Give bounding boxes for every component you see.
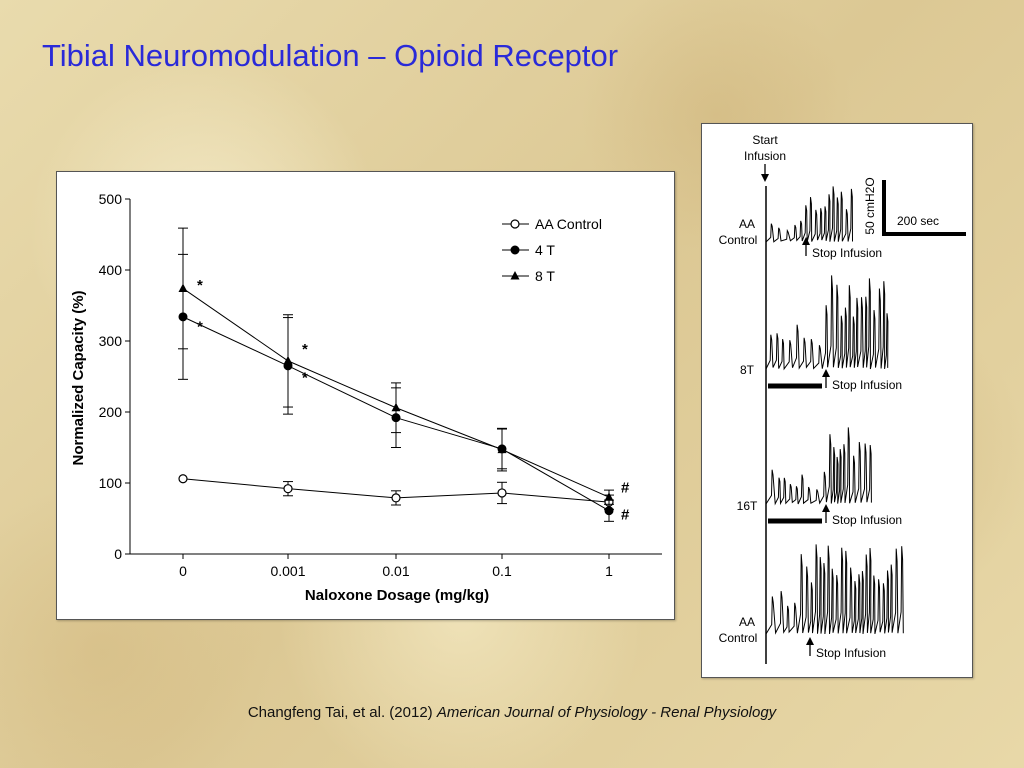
y-tick-label: 500 (99, 191, 123, 207)
chart-series (178, 227, 614, 522)
stop-infusion-label: Stop Infusion (832, 513, 902, 527)
stop-infusion-label: Stop Infusion (816, 646, 886, 660)
stop-infusion-label: Stop Infusion (832, 378, 902, 392)
significance-marker: # (621, 507, 630, 524)
significance-marker: # (621, 480, 630, 497)
trace-row: 8T Stop Infusion (740, 275, 902, 392)
citation-authors: Changfeng Tai, et al. (2012) (247, 704, 433, 721)
y-axis-label: Normalized Capacity (%) (70, 290, 87, 465)
y-tick-label: 100 (99, 475, 123, 491)
x-tick-label: 0.01 (382, 563, 409, 579)
data-point (604, 506, 614, 516)
x-axis-label: Naloxone Dosage (mg/kg) (305, 587, 489, 604)
trace-row-label: AA (739, 217, 755, 231)
legend-label: 4 T (535, 242, 555, 258)
data-point (391, 402, 401, 412)
scale-bar (882, 180, 966, 236)
start-infusion-label-2: Infusion (744, 149, 786, 163)
y-tick-label: 400 (99, 262, 123, 278)
y-tick-label: 200 (99, 404, 123, 420)
data-point (510, 219, 520, 229)
citation: Changfeng Tai, et al. (2012) American Jo… (0, 704, 1024, 721)
slide-title: Tibial Neuromodulation – Opioid Receptor (42, 38, 619, 73)
pressure-trace (765, 427, 872, 506)
line-chart: 0 100 200 300 400 500 0 0.001 0.01 0.1 1 * * * * # # AA… (70, 191, 662, 604)
chart-annotations: * * * * # # (197, 277, 630, 523)
pressure-trace (765, 275, 889, 371)
cystometrogram-panel: Start Infusion 50 cmH2O 200 sec AA Contro… (701, 123, 973, 678)
y-tick-label: 0 (114, 546, 122, 562)
scale-x-label: 200 sec (897, 214, 939, 228)
scale-y-label: 50 cmH2O (863, 177, 877, 234)
data-point (178, 474, 188, 484)
trace-row-label: 8T (740, 363, 755, 377)
data-point (604, 492, 614, 501)
trace-row-label: AA (739, 615, 755, 629)
start-infusion-label: Start (752, 133, 778, 147)
stop-infusion-arrowhead (822, 504, 830, 512)
data-point (178, 283, 188, 292)
data-point (497, 488, 507, 498)
legend-label: AA Control (535, 216, 602, 232)
trace-row-label-2: Control (719, 631, 758, 645)
stop-infusion-arrowhead (802, 237, 810, 245)
data-point (391, 493, 401, 503)
x-tick-label: 1 (605, 563, 613, 579)
trace-row-label: 16T (737, 499, 758, 513)
legend-label: 8 T (535, 268, 555, 284)
citation-journal: American Journal of Physiology - Renal P… (436, 704, 777, 721)
start-infusion-arrow (761, 164, 769, 182)
data-point (283, 355, 293, 365)
chart-legend: AA Control 4 T 8 T (502, 216, 602, 284)
y-tick-label: 300 (99, 333, 123, 349)
chart-panel: 0 100 200 300 400 500 0 0.001 0.01 0.1 1 * * * * # # AA… (56, 171, 675, 620)
data-point (497, 444, 507, 454)
trace-row: 16T Stop Infusion (737, 427, 902, 527)
significance-marker: * (197, 318, 203, 335)
data-point (510, 245, 520, 255)
x-tick-label: 0 (179, 563, 187, 579)
stop-infusion-label: Stop Infusion (812, 246, 882, 260)
pressure-trace (765, 186, 853, 243)
data-point (510, 271, 520, 280)
significance-marker: * (302, 341, 308, 358)
trace-row-label-2: Control (719, 233, 758, 247)
data-point (283, 484, 293, 494)
x-tick-label: 0.001 (270, 563, 305, 579)
pressure-trace (765, 544, 904, 635)
chart-axes: 0 100 200 300 400 500 0 0.001 0.01 0.1 1 (99, 191, 662, 579)
trace-row: AA Control Stop Infusion (719, 544, 904, 660)
significance-marker: * (302, 370, 308, 387)
stop-infusion-arrowhead (822, 369, 830, 377)
significance-marker: * (197, 277, 203, 294)
cystometrogram-figure: Start Infusion 50 cmH2O 200 sec AA Contro… (719, 133, 966, 664)
stop-infusion-arrowhead (806, 637, 814, 645)
series-8-t (178, 227, 614, 505)
trace-row: AA Control Stop Infusion (719, 186, 882, 260)
series-aa-control (178, 474, 614, 510)
x-tick-label: 0.1 (492, 563, 512, 579)
